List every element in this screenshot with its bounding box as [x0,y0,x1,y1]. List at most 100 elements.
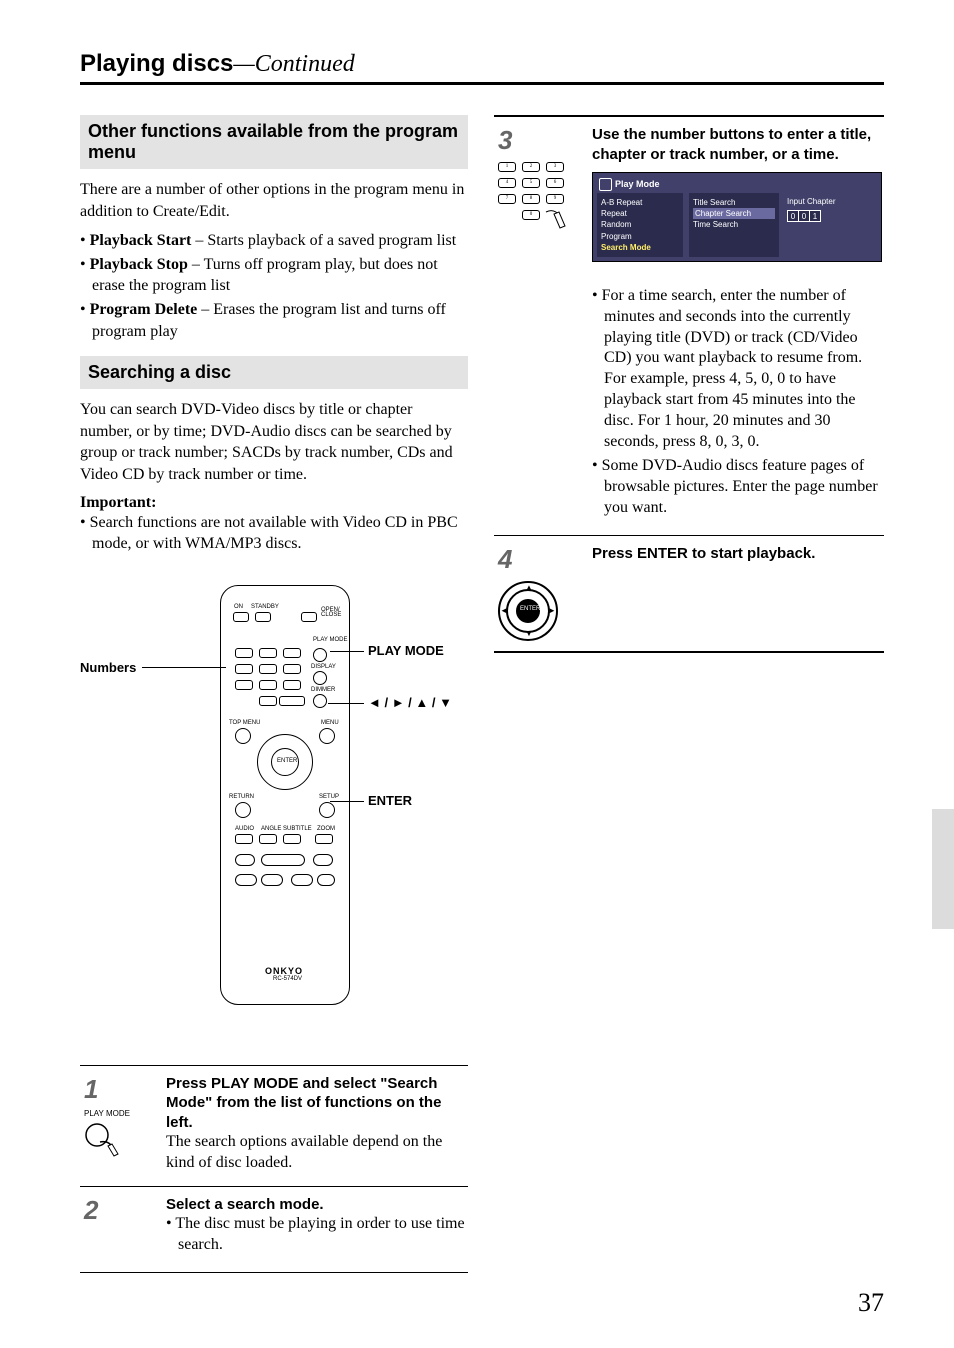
step-head: Select a search mode. [166,1195,466,1215]
term: Program Delete [90,301,198,318]
list-item: Playback Start – Starts playback of a sa… [92,230,468,252]
label-menu: MENU [321,720,339,726]
list-item: Playback Stop – Turns off program play, … [92,254,468,297]
num-plus10 [279,696,305,706]
num-0 [259,696,277,706]
num-5 [259,664,277,674]
osd-item: Program [601,231,679,242]
step-head: Press ENTER to start playback. [592,544,882,564]
steps-left: 1 PLAY MODE Press PLAY MODE and select "… [80,1065,468,1273]
osd-panel: Play Mode A-B Repeat Repeat Random Progr… [592,172,882,262]
callout-enter: ENTER [368,793,412,808]
step-body: Press ENTER to start playback. [590,536,884,651]
label-zoom: ZOOM [317,826,335,832]
bullet: The disc must be playing in order to use… [178,1214,466,1256]
numpad-icon: 123 456 789 0 [498,156,576,234]
step-3: 3 123 456 789 0 Use the number buttons t… [494,115,884,536]
step-icon: 1 PLAY MODE [80,1066,164,1186]
next-button [261,874,283,886]
callout-line [142,667,226,668]
digit: 1 [809,210,821,222]
osd-title: Play Mode [597,177,877,193]
page-number: 37 [858,1288,884,1318]
subtitle-button [283,834,301,844]
important-label: Important: [80,494,468,512]
side-tab [932,809,954,929]
callout-line [330,801,364,802]
section2-intro: You can search DVD-Video discs by title … [80,399,468,485]
step-icon: 2 [80,1187,164,1272]
num-1 [235,648,253,658]
step-number: 4 [498,544,512,574]
enter-label: ENTER [520,606,540,612]
step-body: Select a search mode. The disc must be p… [164,1187,468,1272]
num-6 [283,664,301,674]
list-item: Program Delete – Erases the program list… [92,299,468,342]
label-display: DISPLAY [311,664,336,670]
section-heading-other-functions: Other functions available from the progr… [80,115,468,169]
osd-item: Title Search [693,197,775,208]
remote-brand: ONKYO [265,966,303,976]
display-button [313,671,327,685]
step-number: 1 [84,1074,98,1104]
label-on: ON [234,604,243,610]
num-9 [283,680,301,690]
step-icon: 4 ENTER ▲ ▼ ◄ ► [494,536,590,651]
callout-numbers: Numbers [80,660,136,675]
osd-right-label: Input Chapter [787,197,875,206]
step-number: 3 [498,125,512,155]
enter-icon: ENTER ▲ ▼ ◄ ► [498,581,560,643]
stop-button [317,874,335,886]
num-4 [235,664,253,674]
callout-arrows: ◄ / ► / ▲ / ▼ [368,695,452,710]
step-icon: 3 123 456 789 0 [494,117,590,535]
label-dimmer: DIMMER [311,687,335,693]
step-text: The search options available depend on t… [166,1132,466,1174]
osd-item: Repeat [601,208,679,219]
remote-diagram: ON STANDBY OPEN/ CLOSE PLAY MO [80,575,468,1035]
column-right: 3 123 456 789 0 Use the number buttons t… [494,115,884,1272]
label-topmenu: TOP MENU [229,720,260,726]
osd-menu: A-B Repeat Repeat Random Program Search … [597,193,683,257]
setup-button [319,802,335,818]
playmode-icon [84,1122,120,1158]
zoom-button [315,834,333,844]
rew-button [235,854,255,866]
label-open: OPEN/ CLOSE [321,608,349,619]
section-heading-searching: Searching a disc [80,356,468,389]
topmenu-button [235,728,251,744]
label-subtitle: SUBTITLE [283,826,312,832]
num-8 [259,680,277,690]
step-number: 2 [84,1195,98,1225]
return-button [235,802,251,818]
step-4: 4 ENTER ▲ ▼ ◄ ► Press ENTER to start pla… [494,535,884,653]
audio-button [235,834,253,844]
hand-icon [542,206,572,236]
step-body: Use the number buttons to enter a title,… [590,117,884,535]
callout-playmode: PLAY MODE [368,643,444,658]
num-7 [235,680,253,690]
pause-button [313,854,333,866]
playmode-label: PLAY MODE [84,1109,160,1118]
osd-mid: Title Search Chapter Search Time Search [689,193,779,257]
step-body: Press PLAY MODE and select "Search Mode"… [164,1066,468,1186]
page-header: Playing discs—Continued [80,50,884,85]
dimmer-button [313,694,327,708]
header-continued: —Continued [233,51,354,77]
osd-digits: 001 [787,210,875,222]
term: Playback Start [90,232,192,249]
step-head: Use the number buttons to enter a title,… [592,125,882,164]
power-on-button [233,612,249,622]
osd-right: Input Chapter 001 [785,193,877,257]
remote-body: ON STANDBY OPEN/ CLOSE PLAY MO [220,585,350,1005]
num-2 [259,648,277,658]
term: Playback Stop [90,256,188,273]
step-head: Press PLAY MODE and select "Search Mode"… [166,1074,466,1133]
step-1: 1 PLAY MODE Press PLAY MODE and select "… [80,1065,468,1187]
callout-line [330,651,364,652]
osd-item-selected: Search Mode [601,242,679,253]
label-audio: AUDIO [235,826,254,832]
label-return: RETURN [229,794,254,800]
important-list: Search functions are not available with … [80,512,468,555]
step-text: The disc must be playing in order to use… [166,1214,466,1256]
